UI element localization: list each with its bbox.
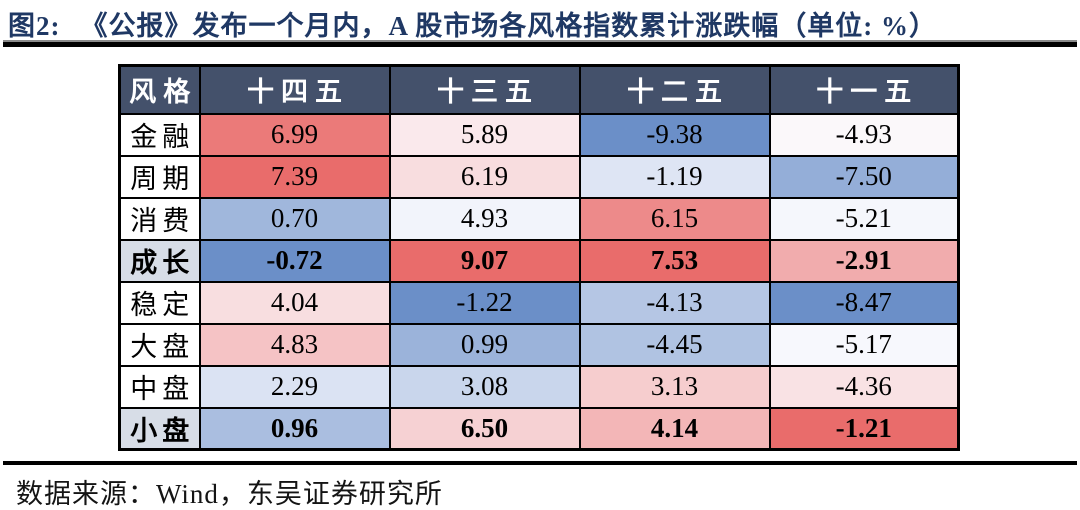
value-cell-r8-c3: 4.14: [578, 406, 771, 451]
row-label-6: 大盘: [118, 322, 201, 367]
value-cell-r6-c2: 0.99: [388, 322, 581, 367]
value-cell-r4-c3: 7.53: [578, 238, 771, 283]
row-label-4: 成长: [118, 238, 201, 283]
value-cell-r5-c4: -8.47: [768, 280, 960, 325]
table-row-4: 成长 -0.72 9.07 7.53 -2.91: [118, 238, 960, 283]
value-cell-r1-c4: -4.93: [768, 112, 960, 157]
value-cell-r6-c4: -5.17: [768, 322, 960, 367]
value-cell-r7-c2: 3.08: [388, 364, 581, 409]
data-source-note: 数据来源：Wind，东吴证券研究所: [16, 479, 443, 509]
value-cell-r5-c2: -1.22: [388, 280, 581, 325]
value-cell-r4-c2: 9.07: [388, 238, 581, 283]
value-cell-r8-c2: 6.50: [388, 406, 581, 451]
value-cell-r1-c2: 5.89: [388, 112, 581, 157]
row-label-2: 周期: [118, 154, 201, 199]
column-header-4: 十一五: [768, 64, 960, 115]
style-index-heatmap-table: 风格 十四五 十三五 十二五 十一五 金融 6.99 5.89 -9.38 -4.93 周期 7.3…: [118, 64, 960, 451]
value-cell-r2-c1: 7.39: [198, 154, 391, 199]
value-cell-r6-c1: 4.83: [198, 322, 391, 367]
column-header-3: 十二五: [578, 64, 771, 115]
row-label-7: 中盘: [118, 364, 201, 409]
column-header-1: 十四五: [198, 64, 391, 115]
figure-title: 图2: 《公报》发布一个月内，A 股市场各风格指数累计涨跌幅（单位: %）: [8, 4, 937, 43]
table-row-1: 金融 6.99 5.89 -9.38 -4.93: [118, 112, 960, 157]
figure-number: 图2:: [8, 11, 61, 41]
table-row-5: 稳定 4.04 -1.22 -4.13 -8.47: [118, 280, 960, 325]
table-row-7: 中盘 2.29 3.08 3.13 -4.36: [118, 364, 960, 409]
value-cell-r3-c1: 0.70: [198, 196, 391, 241]
table-row-8: 小盘 0.96 6.50 4.14 -1.21: [118, 406, 960, 451]
value-cell-r3-c2: 4.93: [388, 196, 581, 241]
value-cell-r2-c4: -7.50: [768, 154, 960, 199]
value-cell-r6-c3: -4.45: [578, 322, 771, 367]
table-body: 金融 6.99 5.89 -9.38 -4.93 周期 7.39 6.19 -1.19 -7.50…: [118, 112, 960, 451]
header-row: 风格 十四五 十三五 十二五 十一五: [118, 64, 960, 115]
row-label-5: 稳定: [118, 280, 201, 325]
value-cell-r3-c4: -5.21: [768, 196, 960, 241]
value-cell-r5-c3: -4.13: [578, 280, 771, 325]
table-head: 风格 十四五 十三五 十二五 十一五: [118, 64, 960, 115]
table-row-3: 消费 0.70 4.93 6.15 -5.21: [118, 196, 960, 241]
value-cell-r2-c2: 6.19: [388, 154, 581, 199]
value-cell-r7-c4: -4.36: [768, 364, 960, 409]
footer-divider: [3, 461, 1077, 465]
title-divider: [3, 40, 1077, 47]
figure-caption: 《公报》发布一个月内，A 股市场各风格指数累计涨跌幅（单位: %）: [80, 11, 937, 41]
row-label-8: 小盘: [118, 406, 201, 451]
row-label-3: 消费: [118, 196, 201, 241]
row-label-1: 金融: [118, 112, 201, 157]
value-cell-r4-c1: -0.72: [198, 238, 391, 283]
table-row-2: 周期 7.39 6.19 -1.19 -7.50: [118, 154, 960, 199]
value-cell-r1-c3: -9.38: [578, 112, 771, 157]
value-cell-r8-c4: -1.21: [768, 406, 960, 451]
value-cell-r7-c3: 3.13: [578, 364, 771, 409]
table-row-6: 大盘 4.83 0.99 -4.45 -5.17: [118, 322, 960, 367]
column-header-2: 十三五: [388, 64, 581, 115]
value-cell-r2-c3: -1.19: [578, 154, 771, 199]
value-cell-r7-c1: 2.29: [198, 364, 391, 409]
value-cell-r5-c1: 4.04: [198, 280, 391, 325]
value-cell-r4-c4: -2.91: [768, 238, 960, 283]
value-cell-r8-c1: 0.96: [198, 406, 391, 451]
corner-header-style: 风格: [118, 64, 201, 115]
value-cell-r1-c1: 6.99: [198, 112, 391, 157]
value-cell-r3-c3: 6.15: [578, 196, 771, 241]
